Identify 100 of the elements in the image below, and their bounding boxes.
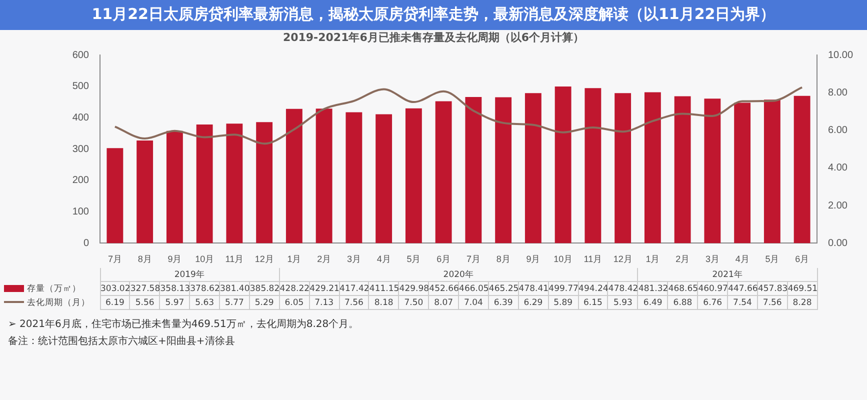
bar: [584, 88, 602, 244]
data-label: 378.62: [190, 282, 220, 296]
x-tick-label: 9月: [526, 254, 540, 264]
bar: [644, 92, 661, 244]
x-tick-label: 6月: [436, 254, 451, 264]
data-label: 5.63: [190, 296, 220, 310]
legend-label: 存量（万㎡）: [26, 282, 82, 296]
text: ➢ 2021年6月底，住宅市场已推未售量为469.51万㎡，去化周期为8.28个月。: [8, 318, 360, 331]
bar: [346, 112, 362, 244]
chart-subtitle: 2019-2021年6月已推未售存量及去化周期（以6个月计算）: [282, 30, 586, 46]
bar: [465, 97, 482, 244]
data-label: 8.28: [787, 296, 818, 310]
x-tick-label: 2月: [676, 254, 690, 264]
bar: [734, 102, 751, 244]
data-label: 8.18: [368, 296, 399, 310]
x-tick-label: 8月: [496, 254, 510, 264]
y2-tick-label: 8.00: [828, 87, 848, 98]
data-label: 478.42: [608, 282, 638, 296]
data-label: 460.97: [698, 282, 728, 296]
data-label: 381.40: [220, 282, 250, 296]
data-label: 5.56: [130, 296, 160, 310]
bar: [674, 96, 691, 244]
data-label: 469.51: [787, 282, 818, 296]
data-label: 6.29: [518, 296, 548, 310]
data-label: 7.56: [757, 296, 788, 310]
data-label: 6.05: [279, 296, 310, 310]
x-tick-label: 1月: [646, 254, 660, 264]
data-label: 417.42: [339, 282, 370, 296]
data-label: 5.77: [220, 296, 250, 310]
x-tick-label: 5月: [406, 254, 421, 264]
data-label: 457.83: [757, 282, 788, 296]
bar: [435, 101, 452, 244]
bar: [226, 124, 243, 244]
bar: [376, 114, 392, 244]
data-label: 466.05: [458, 282, 489, 296]
data-label: 7.13: [309, 296, 340, 310]
data-label: 6.76: [698, 296, 728, 310]
chart-title: 11月22日太原房贷利率最新消息，揭秘太原房贷利率走势，最新消息及深度解读（以11月22日为界）: [0, 0, 867, 30]
data-label: 411.15: [368, 282, 400, 296]
x-tick-label: 5月: [765, 254, 780, 264]
x-tick-label: 11月: [225, 254, 244, 264]
y-tick-label: 500: [72, 81, 90, 92]
bar: [405, 108, 422, 244]
data-label: 303.02: [100, 282, 130, 296]
data-label: 5.89: [548, 296, 578, 310]
data-label: 385.82: [249, 282, 280, 296]
y-tick-label: 0: [83, 238, 90, 249]
bar: [106, 148, 124, 244]
x-tick-label: 10月: [554, 254, 573, 264]
data-label: 8.07: [428, 296, 459, 310]
data-label: 6.49: [638, 296, 668, 310]
y2-tick-label: 10.00: [828, 50, 854, 61]
y2-tick-label: 2.00: [828, 200, 848, 212]
data-label: 7.04: [458, 296, 488, 310]
data-label: 327.58: [130, 282, 160, 296]
bar: [524, 93, 542, 244]
data-label: 499.77: [548, 282, 578, 296]
bar: [794, 96, 810, 244]
x-tick-label: 12月: [254, 254, 274, 264]
data-label: 468.65: [668, 282, 698, 296]
data-label: 465.25: [488, 282, 519, 296]
x-tick-label: 6月: [795, 254, 810, 264]
x-tick-label: 4月: [376, 254, 391, 264]
x-tick-label: 7月: [466, 254, 480, 264]
data-label: 7.50: [398, 296, 429, 310]
data-label: 7.56: [339, 296, 369, 310]
y2-tick-label: 0.00: [828, 238, 848, 249]
x-tick-label: 3月: [346, 254, 361, 264]
x-tick-label: 10月: [195, 254, 214, 264]
data-label: 6.88: [668, 296, 698, 310]
bar: [704, 98, 721, 244]
legend-label: 去化周期（月）: [26, 296, 91, 310]
bar: [614, 93, 632, 244]
text: 2019年: [100, 268, 280, 282]
data-label: 7.54: [728, 296, 758, 310]
x-tick-label: 12月: [613, 254, 632, 264]
y2-tick-label: 4.00: [828, 162, 848, 174]
y-tick-label: 600: [72, 50, 90, 61]
x-tick-label: 3月: [705, 254, 720, 264]
data-label: 478.41: [518, 282, 549, 296]
bar: [286, 108, 302, 244]
text: 2020年: [279, 268, 638, 282]
data-label: 6.39: [488, 296, 518, 310]
x-tick-label: 9月: [168, 254, 182, 264]
data-label: 452.66: [428, 282, 459, 296]
bar: [495, 97, 512, 244]
y-tick-label: 300: [72, 144, 90, 155]
x-tick-label: 11月: [584, 254, 602, 264]
data-label: 447.66: [728, 282, 758, 296]
data-label: 429.98: [398, 282, 430, 296]
data-label: 6.15: [578, 296, 608, 310]
bar: [136, 140, 154, 244]
data-label: 6.19: [100, 296, 130, 310]
y-tick-label: 200: [72, 175, 90, 186]
y-tick-label: 400: [72, 112, 90, 124]
x-tick-label: 7月: [108, 254, 122, 264]
x-tick-label: 1月: [287, 254, 302, 264]
bar: [256, 122, 273, 244]
data-label: 5.93: [608, 296, 638, 310]
data-label: 494.24: [578, 282, 608, 296]
